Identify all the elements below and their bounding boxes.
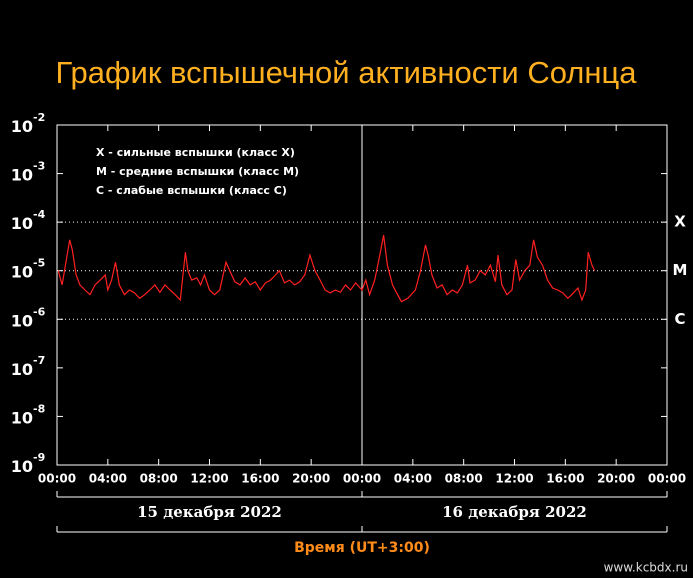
date-label: 16 декабря 2022 <box>442 503 587 521</box>
x-tick-label: 04:00 <box>394 472 432 486</box>
level-label: M <box>673 261 688 279</box>
y-tick-label: 10-3 <box>11 160 46 185</box>
y-tick-label: 10-8 <box>11 402 46 427</box>
y-tick-label: 10-9 <box>11 451 46 476</box>
y-tick-label: 10-7 <box>11 354 46 379</box>
watermark: www.kcbdx.ru <box>604 561 688 575</box>
x-tick-label: 00:00 <box>38 472 76 486</box>
x-axis-label: Время (UT+3:00) <box>294 540 430 556</box>
legend-line: X - сильные вспышки (класс X) <box>96 146 295 159</box>
y-tick-exponent: -6 <box>33 305 46 318</box>
y-tick-base: 10 <box>11 311 33 330</box>
level-label: X <box>674 213 686 231</box>
x-tick-label: 08:00 <box>140 472 178 486</box>
legend-line: C - слабые вспышки (класс C) <box>96 184 287 197</box>
legend-line: M - средние вспышки (класс M) <box>96 165 299 178</box>
y-tick-label: 10-4 <box>11 208 46 233</box>
y-tick-exponent: -9 <box>33 451 45 464</box>
y-tick-exponent: -8 <box>33 402 45 415</box>
y-tick-base: 10 <box>11 117 33 136</box>
x-tick-label: 00:00 <box>343 472 381 486</box>
x-tick-label: 12:00 <box>495 472 533 486</box>
chart-title: График вспышечной активности Солнца <box>55 55 637 90</box>
y-tick-base: 10 <box>11 165 33 184</box>
y-tick-label: 10-6 <box>11 305 46 330</box>
y-tick-base: 10 <box>11 359 33 378</box>
x-tick-label: 16:00 <box>546 472 584 486</box>
level-label: C <box>674 310 685 328</box>
y-tick-base: 10 <box>11 262 33 281</box>
flux-line <box>57 234 596 303</box>
x-tick-label: 20:00 <box>292 472 330 486</box>
y-tick-base: 10 <box>11 457 33 476</box>
y-tick-exponent: -3 <box>33 160 45 173</box>
x-tick-label: 16:00 <box>241 472 279 486</box>
y-tick-base: 10 <box>11 408 33 427</box>
y-tick-exponent: -5 <box>33 257 45 270</box>
date-label: 15 декабря 2022 <box>137 503 282 521</box>
y-tick-base: 10 <box>11 214 33 233</box>
x-tick-label: 20:00 <box>597 472 635 486</box>
y-tick-exponent: -4 <box>33 208 46 221</box>
x-tick-label: 12:00 <box>190 472 228 486</box>
y-tick-label: 10-5 <box>11 257 46 282</box>
x-tick-label: 08:00 <box>445 472 483 486</box>
y-tick-exponent: -7 <box>33 354 45 367</box>
x-tick-label: 00:00 <box>648 472 686 486</box>
x-tick-label: 04:00 <box>89 472 127 486</box>
y-tick-label: 10-2 <box>11 111 46 136</box>
y-tick-exponent: -2 <box>33 111 45 124</box>
